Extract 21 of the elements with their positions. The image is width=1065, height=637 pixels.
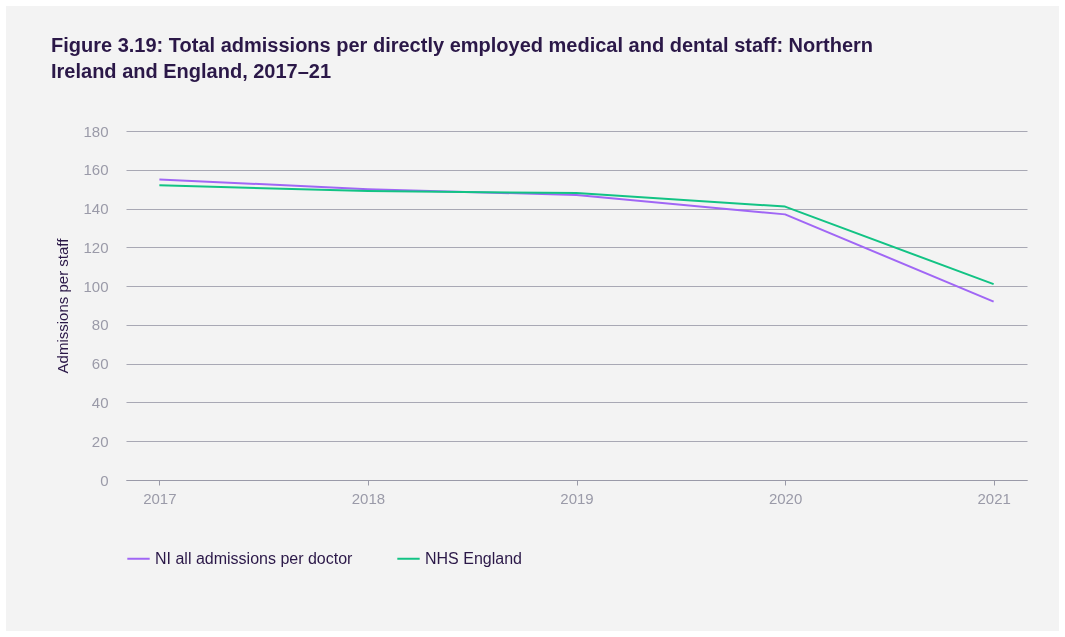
x-tick-label: 2020	[768, 489, 803, 507]
x-tick-label: 2018	[351, 489, 386, 507]
y-tick-label: 40	[91, 393, 109, 411]
y-tick-label: 100	[83, 277, 109, 295]
y-tick-label: 0	[100, 471, 109, 489]
y-axis-title: Admissions per staff	[54, 237, 72, 374]
x-tick-label: 2021	[977, 489, 1011, 507]
chart-title: Figure 3.19: Total admissions per directly employed medical and dental staff: Northern Ireland and England, 2017–21	[51, 34, 874, 82]
legend-label: NHS England	[425, 549, 522, 567]
line-series	[158, 178, 995, 303]
x-tick-label: 2017	[143, 489, 177, 507]
y-tick-label: 20	[91, 432, 109, 450]
y-tick-label: 140	[83, 200, 109, 218]
x-tick-label: 2019	[560, 489, 594, 507]
y-tick-label: 180	[83, 122, 109, 140]
line-series	[158, 184, 995, 286]
y-tick-label: 120	[83, 238, 109, 256]
y-tick-label: 60	[91, 355, 109, 373]
y-tick-label: 160	[83, 161, 109, 179]
y-tick-label: 80	[91, 316, 109, 334]
legend-label: NI all admissions per doctor	[155, 549, 354, 567]
